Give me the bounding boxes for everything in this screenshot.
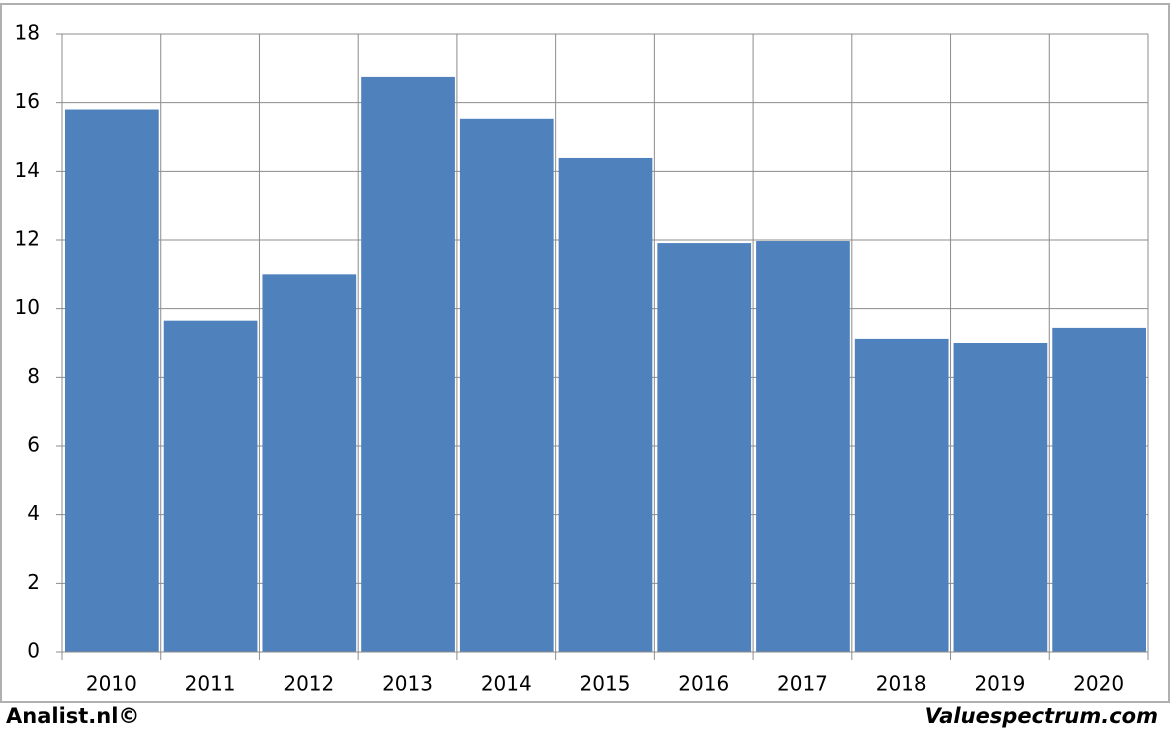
- x-tick-label: 2010: [86, 672, 137, 696]
- bar: [1052, 327, 1146, 652]
- bar: [262, 274, 357, 652]
- x-tick-label: 2018: [876, 672, 927, 696]
- y-tick-label: 16: [15, 89, 40, 113]
- y-tick-label: 4: [27, 501, 40, 525]
- bar: [459, 118, 554, 652]
- bar: [854, 338, 949, 652]
- x-tick-label: 2013: [382, 672, 433, 696]
- x-tick-label: 2015: [580, 672, 631, 696]
- source-right: Valuespectrum.com: [925, 704, 1158, 728]
- bar: [953, 343, 1048, 652]
- bar: [361, 76, 455, 652]
- y-tick-label: 12: [15, 227, 40, 251]
- x-tick-label: 2016: [678, 672, 729, 696]
- x-tick-label: 2011: [185, 672, 236, 696]
- bar: [163, 320, 258, 652]
- y-tick-label: 8: [27, 364, 40, 388]
- x-tick-label: 2020: [1073, 672, 1124, 696]
- bar: [558, 157, 653, 652]
- x-tick-label: 2017: [777, 672, 828, 696]
- x-tick-label: 2019: [974, 672, 1025, 696]
- y-tick-label: 14: [15, 158, 40, 182]
- x-tick-label: 2012: [283, 672, 334, 696]
- bar: [65, 109, 159, 653]
- y-tick-label: 0: [27, 639, 40, 663]
- y-tick-label: 18: [15, 21, 40, 45]
- source-left: Analist.nl©: [6, 704, 139, 728]
- bar: [657, 243, 752, 652]
- y-tick-label: 2: [27, 570, 40, 594]
- x-tick-label: 2014: [481, 672, 532, 696]
- bar: [756, 241, 850, 652]
- y-tick-label: 10: [15, 295, 40, 319]
- y-tick-label: 6: [27, 433, 40, 457]
